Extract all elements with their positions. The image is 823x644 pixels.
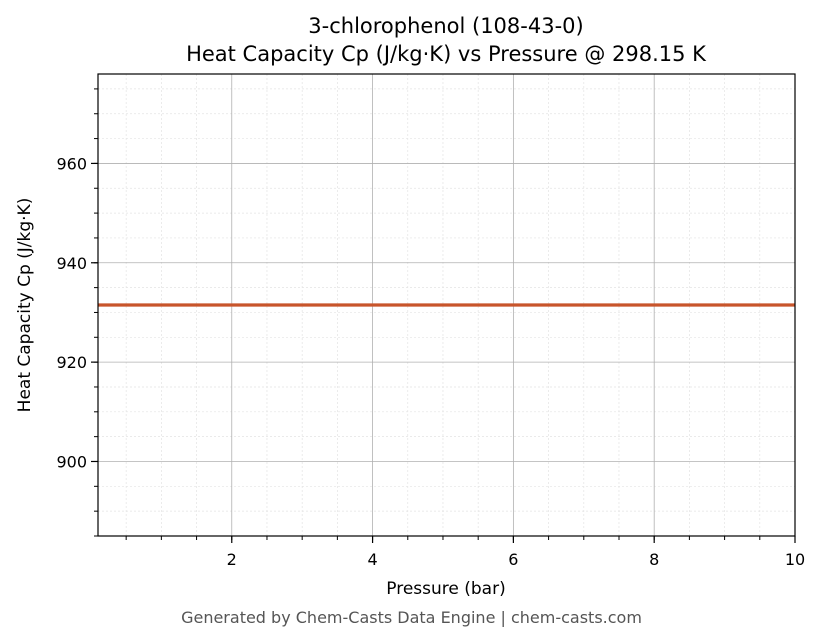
x-ticks: 2 4 6 8 10 [125, 536, 805, 569]
y-tick-label: 940 [56, 254, 87, 273]
footer-credit: Generated by Chem-Casts Data Engine | ch… [181, 608, 642, 627]
plot-frame [97, 73, 796, 537]
x-axis-label: Pressure (bar) [386, 579, 505, 599]
x-tick-label: 4 [367, 550, 377, 569]
x-tick-label: 8 [649, 550, 659, 569]
chart-subtitle: Heat Capacity Cp (J/kg·K) vs Pressure @ … [186, 42, 707, 66]
x-tick-label: 10 [785, 550, 805, 569]
chart-title: 3-chlorophenol (108-43-0) [308, 14, 583, 38]
x-tick-label: 2 [227, 550, 237, 569]
y-tick-label: 960 [56, 154, 87, 173]
y-tick-label: 920 [56, 353, 87, 372]
y-tick-label: 900 [56, 452, 87, 471]
minor-grid [98, 74, 795, 537]
y-axis-label: Heat Capacity Cp (J/kg·K) [15, 198, 35, 413]
x-tick-label: 6 [508, 550, 518, 569]
y-ticks: 900 920 940 960 [56, 88, 98, 537]
